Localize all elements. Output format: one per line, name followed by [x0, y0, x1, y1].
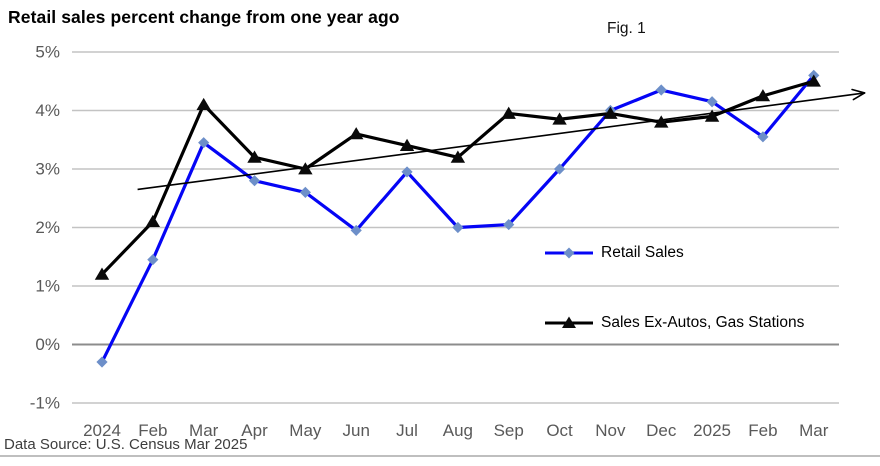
data-source-note: Data Source: U.S. Census Mar 2025 — [4, 436, 248, 453]
diamond-marker — [553, 163, 566, 175]
diamond-marker — [655, 84, 667, 96]
triangle-marker — [145, 214, 161, 228]
x-tick-label: Oct — [546, 421, 573, 440]
diamond-marker — [147, 254, 159, 266]
x-tick-label: Feb — [138, 421, 167, 440]
sales-ex-autos-legend-marker — [545, 316, 593, 328]
x-tick-label: Aug — [443, 421, 473, 440]
triangle-marker — [196, 97, 211, 111]
triangle-marker — [399, 138, 415, 151]
x-tick-label: 2024 — [83, 421, 121, 440]
x-tick-label: Feb — [748, 421, 777, 440]
legend-label-sales-ex-autos: Sales Ex-Autos, Gas Stations — [601, 314, 805, 331]
y-tick-label: 5% — [35, 43, 60, 62]
triangle-marker — [298, 162, 313, 175]
x-tick-label: Jun — [342, 421, 369, 440]
trend-line — [137, 92, 865, 191]
diamond-marker — [401, 166, 413, 178]
triangle-marker — [552, 112, 567, 125]
y-tick-label: 1% — [35, 277, 60, 296]
x-tick-label: Nov — [595, 421, 626, 440]
y-tick-label: 2% — [35, 218, 60, 237]
legend-label-retail-sales: Retail Sales — [601, 244, 684, 261]
x-tick-label: Mar — [799, 421, 829, 440]
x-tick-label: May — [289, 421, 322, 440]
bottom-divider — [0, 455, 880, 457]
diamond-marker — [452, 221, 464, 234]
trend-arrowhead — [851, 88, 866, 94]
legend-item-sales-ex-autos: Sales Ex-Autos, Gas Stations — [544, 314, 804, 332]
figure-number-label: Fig. 1 — [607, 20, 646, 37]
triangle-marker — [704, 109, 720, 122]
chart-title: Retail sales percent change from one yea… — [8, 7, 400, 27]
x-tick-label: Sep — [494, 421, 524, 440]
y-tick-label: -1% — [30, 394, 60, 413]
diamond-marker — [706, 96, 718, 108]
triangle-marker — [247, 150, 262, 163]
diamond-marker — [757, 131, 769, 143]
triangle-marker — [603, 106, 618, 119]
y-tick-label: 3% — [35, 160, 60, 179]
triangle-marker-icon — [562, 316, 576, 328]
triangle-marker — [94, 267, 110, 280]
diamond-marker-icon — [563, 247, 575, 259]
y-tick-label: 0% — [35, 335, 60, 354]
y-tick-label: 4% — [35, 101, 60, 120]
triangle-marker — [501, 106, 516, 119]
x-tick-label: Jul — [396, 421, 418, 440]
x-tick-label: Mar — [189, 421, 219, 440]
triangle-marker — [349, 127, 364, 140]
diamond-marker — [299, 186, 311, 198]
triangle-marker — [654, 115, 669, 128]
diamond-marker — [350, 224, 362, 237]
legend-item-retail-sales: Retail Sales — [544, 244, 684, 262]
trend-arrowhead — [852, 92, 866, 101]
diamond-marker — [96, 356, 108, 368]
triangle-marker — [806, 74, 821, 87]
diamond-marker — [248, 175, 261, 187]
x-tick-label: Dec — [646, 421, 677, 440]
diamond-marker — [503, 218, 515, 231]
triangle-marker — [755, 89, 771, 102]
x-tick-label: Apr — [241, 421, 268, 440]
diamond-marker — [198, 137, 210, 149]
x-tick-label: 2025 — [693, 421, 731, 440]
triangle-marker — [450, 150, 466, 163]
retail-sales-legend-marker — [545, 247, 593, 259]
